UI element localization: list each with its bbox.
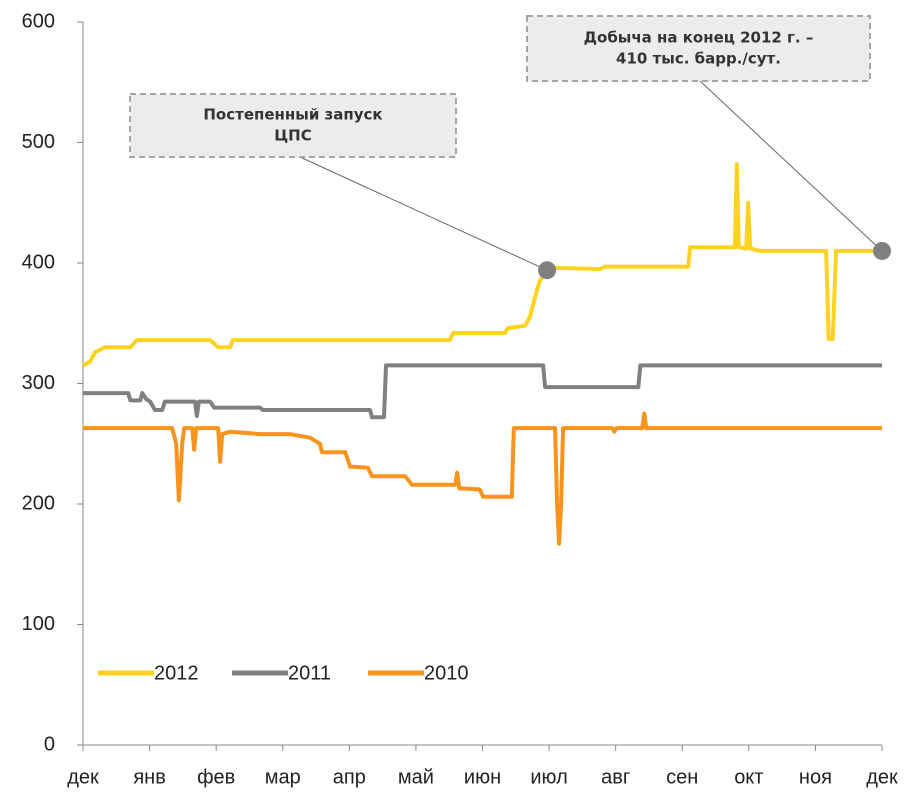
annotation-text: 410 тыс. барр./сут.: [616, 50, 781, 68]
legend-label: 2010: [424, 662, 469, 684]
annotation-text: Добыча на конец 2012 г. –: [584, 29, 814, 47]
annotation-text: ЦПС: [274, 127, 311, 145]
y-tick-label: 400: [22, 251, 55, 273]
x-tick-label: фев: [197, 766, 235, 788]
annotation-leader: [299, 156, 548, 271]
annotation-text: Постепенный запуск: [203, 106, 382, 124]
y-tick-label: 100: [22, 613, 55, 635]
x-tick-label: окт: [734, 766, 763, 788]
x-tick-label: дек: [67, 766, 99, 788]
x-tick-label: янв: [133, 766, 166, 788]
annotation-point: [873, 241, 891, 260]
x-tick-label: июн: [464, 766, 501, 788]
legend-label: 2011: [288, 662, 331, 684]
y-tick-label: 300: [22, 372, 55, 394]
x-tick-label: сен: [666, 766, 698, 788]
x-tick-label: май: [398, 766, 434, 788]
annotation-leader: [699, 80, 883, 252]
x-tick-label: ноя: [799, 766, 832, 788]
x-tick-label: мар: [265, 766, 301, 788]
annotation-point: [538, 261, 557, 280]
y-tick-label: 500: [22, 131, 55, 153]
x-tick-label: апр: [333, 766, 366, 788]
series-line: [83, 411, 882, 546]
x-tick-label: июл: [530, 766, 567, 788]
series-line: [82, 162, 882, 368]
y-tick-label: 200: [22, 492, 55, 514]
x-tick-label: авг: [601, 766, 630, 788]
annotation-box: [526, 15, 871, 82]
series-line: [83, 363, 882, 420]
legend-label: 2012: [154, 662, 199, 684]
y-tick-label: 600: [22, 10, 55, 32]
y-tick-label: 0: [44, 733, 55, 755]
annotation-box: [129, 93, 457, 158]
x-tick-label: дек: [866, 766, 898, 788]
